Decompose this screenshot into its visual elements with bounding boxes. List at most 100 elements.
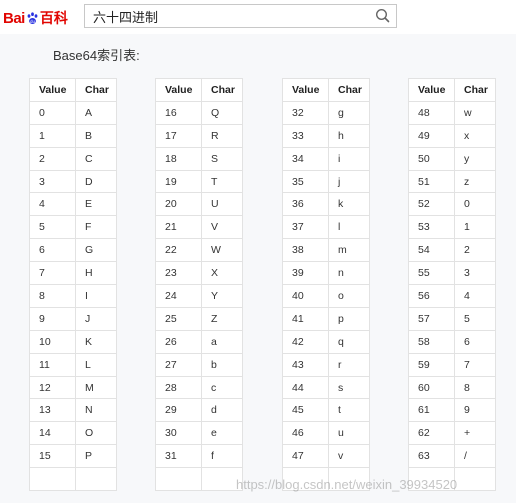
- cell-value: 4: [29, 192, 76, 217]
- table-row: [155, 467, 243, 492]
- table-row: 51 z: [408, 169, 496, 194]
- cell-value: 7: [29, 261, 76, 286]
- table-row: 35 j: [282, 169, 370, 194]
- svg-text:du: du: [30, 19, 36, 24]
- logo-text-left: Bai: [3, 9, 25, 27]
- cell-char: d: [201, 398, 243, 423]
- table-row: 17 R: [155, 123, 243, 148]
- cell-value: 14: [29, 421, 76, 446]
- table-row: 46 u: [282, 421, 370, 446]
- cell-value: 2: [29, 146, 76, 171]
- cell-char: /: [454, 444, 496, 469]
- table-row: 58 6: [408, 329, 496, 354]
- search-input[interactable]: [93, 7, 363, 25]
- cell-value: 15: [29, 444, 76, 469]
- cell-char: l: [328, 215, 370, 240]
- baike-logo[interactable]: Bai du 百科: [3, 9, 68, 27]
- table-row: 60 8: [408, 375, 496, 400]
- top-bar: Bai du 百科: [0, 0, 516, 34]
- cell-value: 9: [29, 306, 76, 331]
- cell-char: Z: [201, 306, 243, 331]
- table-row: 22 W: [155, 238, 243, 263]
- cell-value: 49: [408, 123, 455, 148]
- cell-value: 61: [408, 398, 455, 423]
- table-row: 63/: [408, 444, 496, 469]
- table-row: [29, 467, 117, 492]
- table-row: 15 P: [29, 444, 117, 469]
- table-row: 36 k: [282, 192, 370, 217]
- header-value: Value: [155, 78, 202, 102]
- cell-char: e: [201, 421, 243, 446]
- table-row: 27 b: [155, 352, 243, 377]
- table-row: 23 X: [155, 261, 243, 286]
- table-row: 18 S: [155, 146, 243, 171]
- cell-value: 45: [282, 398, 329, 423]
- cell-value: 29: [155, 398, 202, 423]
- cell-char: 0: [454, 192, 496, 217]
- table-row: 30 e: [155, 421, 243, 446]
- cell-char: E: [75, 192, 117, 217]
- page-title: Base64索引表:: [53, 48, 140, 63]
- cell-char: R: [201, 123, 243, 148]
- table-row: 16 Q: [155, 100, 243, 125]
- cell-value: 26: [155, 329, 202, 354]
- table-row: 37 l: [282, 215, 370, 240]
- cell-value: 12: [29, 375, 76, 400]
- table-row: 45 t: [282, 398, 370, 423]
- cell-char: 5: [454, 306, 496, 331]
- cell-value: 57: [408, 306, 455, 331]
- table-row: 57 5: [408, 306, 496, 331]
- table-row: 25 Z: [155, 306, 243, 331]
- cell-char: S: [201, 146, 243, 171]
- cell-value: 18: [155, 146, 202, 171]
- table-row: [282, 467, 370, 492]
- header-char: Char: [201, 78, 243, 102]
- cell-char: K: [75, 329, 117, 354]
- header-char: Char: [328, 78, 370, 102]
- table-row: 39 n: [282, 261, 370, 286]
- cell-value: 24: [155, 284, 202, 308]
- table-row: 43 r: [282, 352, 370, 377]
- table-row: 52 0: [408, 192, 496, 217]
- table-row: 14 O: [29, 421, 117, 446]
- cell-char: j: [328, 169, 370, 194]
- cell-char: 1: [454, 215, 496, 240]
- cell-char: W: [201, 238, 243, 263]
- header-value: Value: [408, 78, 455, 102]
- table-row: 61 9: [408, 398, 496, 423]
- table-row: 54 2: [408, 238, 496, 263]
- cell-char: +: [454, 421, 496, 446]
- table-row: 12 M: [29, 375, 117, 400]
- table-header-row: Value Char: [29, 78, 117, 102]
- cell-value: 51: [408, 169, 455, 194]
- cell-value: 5: [29, 215, 76, 240]
- cell-value: 48: [408, 100, 455, 125]
- cell-value: 22: [155, 238, 202, 263]
- cell-value: 63: [408, 444, 455, 469]
- cell-char: h: [328, 123, 370, 148]
- cell-value: 3: [29, 169, 76, 194]
- cell-char: Q: [201, 100, 243, 125]
- cell-value: 6: [29, 238, 76, 263]
- cell-char: y: [454, 146, 496, 171]
- cell-value: 10: [29, 329, 76, 354]
- cell-char: I: [75, 284, 117, 308]
- table-row: 47 v: [282, 444, 370, 469]
- cell-char: 3: [454, 261, 496, 286]
- cell-value: [155, 467, 202, 492]
- cell-value: 53: [408, 215, 455, 240]
- cell-char: i: [328, 146, 370, 171]
- search-box: [84, 4, 397, 28]
- cell-char: A: [75, 100, 117, 125]
- cell-char: [75, 467, 117, 492]
- cell-char: s: [328, 375, 370, 400]
- table-row: 34 i: [282, 146, 370, 171]
- table-row: 28 c: [155, 375, 243, 400]
- table-row: 50 y: [408, 146, 496, 171]
- cell-value: 43: [282, 352, 329, 377]
- cell-value: 50: [408, 146, 455, 171]
- table-row: 41 p: [282, 306, 370, 331]
- search-icon[interactable]: [374, 7, 392, 25]
